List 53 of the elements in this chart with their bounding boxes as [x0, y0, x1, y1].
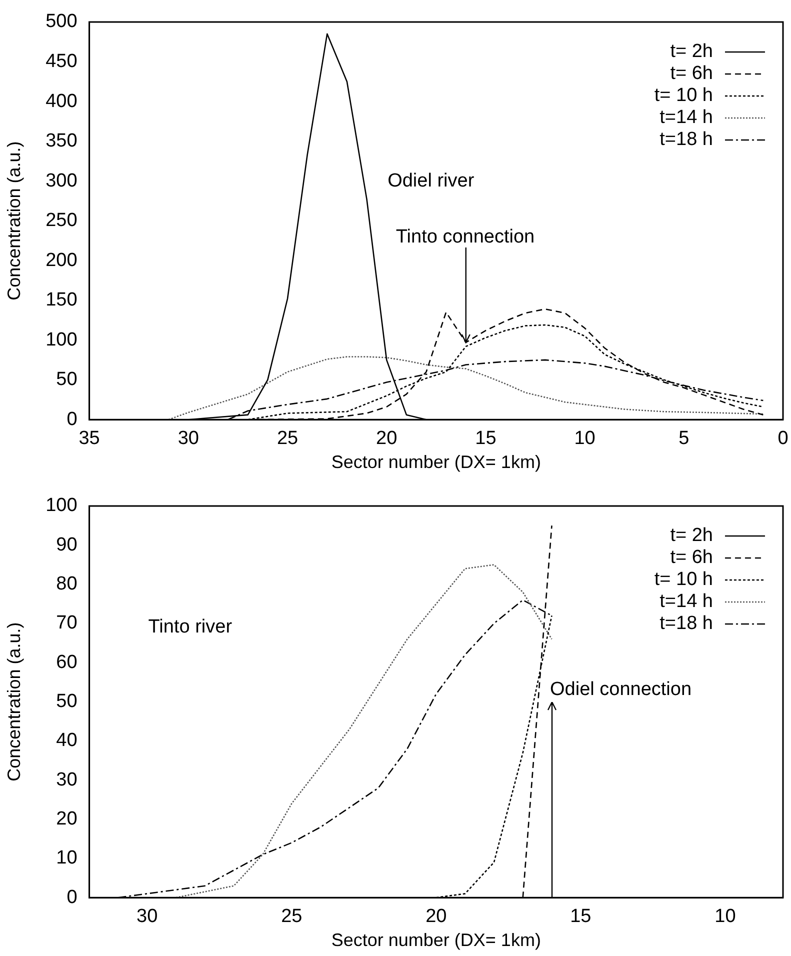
- x-tick-label: 15: [570, 906, 592, 928]
- legend-label: t= 6h: [670, 547, 713, 568]
- y-tick-label: 40: [56, 730, 78, 752]
- y-tick-label: 50: [56, 691, 78, 712]
- y-tick-label: 70: [56, 612, 78, 634]
- annotation: Odiel river: [388, 170, 475, 192]
- x-tick-label: 5: [678, 428, 690, 450]
- y-tick-label: 80: [56, 574, 78, 595]
- annotation: Odiel connection: [550, 679, 692, 700]
- y-tick-label: 60: [56, 652, 78, 673]
- x-tick-label: 20: [426, 906, 447, 928]
- y-tick-label: 300: [46, 170, 78, 192]
- y-tick-label: 100: [46, 495, 78, 516]
- y-tick-label: 250: [46, 210, 78, 232]
- legend-label: t= 10 h: [654, 569, 713, 590]
- x-tick-label: 10: [574, 428, 596, 450]
- y-tick-label: 30: [56, 769, 78, 790]
- y-tick-label: 450: [46, 50, 78, 72]
- y-tick-label: 500: [46, 11, 78, 32]
- x-tick-label: 10: [714, 906, 736, 928]
- annotation: Tinto connection: [396, 226, 535, 248]
- x-tick-label: 30: [178, 428, 199, 450]
- y-tick-label: 50: [56, 369, 78, 390]
- y-tick-label: 400: [46, 90, 78, 112]
- x-tick-label: 25: [276, 428, 298, 450]
- legend-label: t=14 h: [660, 591, 713, 612]
- x-tick-label: 15: [475, 428, 496, 450]
- y-tick-label: 10: [56, 848, 78, 869]
- annotation: Tinto river: [148, 616, 233, 638]
- y-tick-label: 200: [46, 250, 78, 271]
- legend-label: t= 2h: [670, 41, 713, 62]
- legend-label: t=14 h: [660, 107, 713, 128]
- x-tick-label: 20: [376, 428, 398, 450]
- x-axis-title: Sector number (DX= 1km): [331, 452, 541, 472]
- legend-label: t= 6h: [670, 63, 713, 84]
- x-axis-title: Sector number (DX= 1km): [331, 930, 541, 950]
- legend-label: t= 10 h: [654, 85, 713, 106]
- y-axis-title: Concentration (a.u.): [4, 622, 24, 782]
- legend-label: t= 2h: [670, 525, 713, 546]
- x-tick-label: 0: [778, 428, 788, 450]
- y-axis-title: Concentration (a.u.): [4, 141, 24, 300]
- y-tick-label: 100: [46, 329, 78, 350]
- x-tick-label: 25: [281, 906, 302, 928]
- x-tick-label: 30: [136, 906, 158, 928]
- y-tick-label: 20: [56, 808, 78, 830]
- y-tick-label: 0: [66, 408, 78, 430]
- y-tick-label: 0: [66, 886, 78, 908]
- y-tick-label: 150: [46, 290, 78, 311]
- legend-label: t=18 h: [660, 129, 713, 150]
- legend-label: t=18 h: [660, 613, 713, 634]
- y-tick-label: 90: [56, 534, 78, 556]
- y-tick-label: 350: [46, 130, 78, 152]
- x-tick-label: 35: [78, 428, 100, 450]
